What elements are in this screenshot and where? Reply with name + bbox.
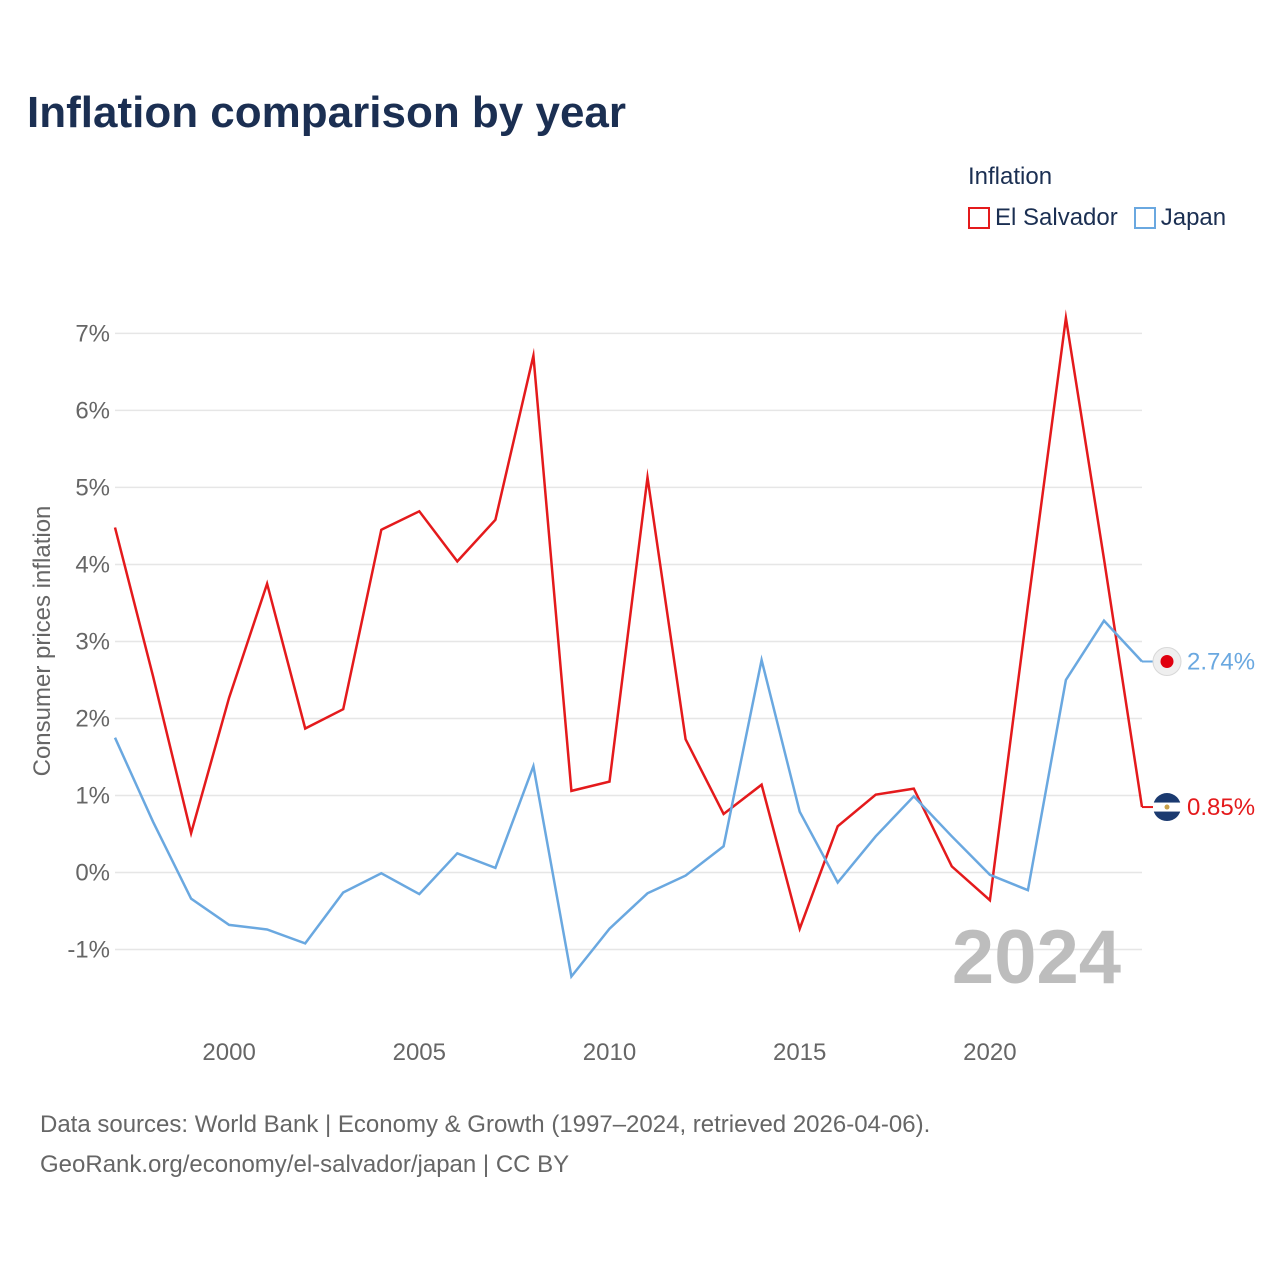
legend-item-japan[interactable]: Japan [1133, 204, 1227, 232]
chart-title: Inflation comparison by year [27, 88, 627, 137]
x-axis-ticks: 2000 2005 2010 2015 2020 [202, 1039, 1016, 1066]
x-tick-label: 2010 [583, 1039, 636, 1066]
source-line-1: Data sources: World Bank | Economy & Gro… [40, 1111, 931, 1138]
end-value-label-el-salvador: 0.85% [1187, 794, 1255, 821]
flag-icon-el-salvador [1153, 793, 1181, 822]
x-tick-label: 2005 [393, 1039, 446, 1066]
legend-label-el-salvador: El Salvador [995, 204, 1118, 231]
end-markers: 0.85% 2.74% [1142, 646, 1255, 822]
y-tick-label: 7% [75, 320, 110, 347]
y-tick-label: 4% [75, 551, 110, 578]
year-watermark: 2024 [952, 915, 1121, 1000]
y-tick-label: 6% [75, 397, 110, 424]
flag-icon-japan [1152, 646, 1182, 676]
source-note: Data sources: World Bank | Economy & Gro… [40, 1105, 930, 1185]
x-tick-label: 2015 [773, 1039, 826, 1066]
legend-label-japan: Japan [1160, 204, 1227, 231]
source-line-2: GeoRank.org/economy/el-salvador/japan | … [40, 1151, 570, 1178]
legend-swatch-japan [1133, 207, 1156, 229]
y-axis-label: Consumer prices inflation [29, 506, 56, 777]
y-tick-label: 3% [75, 628, 110, 655]
legend-swatch-el-salvador [968, 207, 990, 229]
series-line-japan [113, 618, 1143, 980]
x-tick-label: 2000 [202, 1039, 255, 1066]
y-tick-label: 5% [75, 474, 110, 501]
y-tick-label: 2% [75, 705, 110, 732]
y-axis-ticks: -1% 0% 1% 2% 3% 4% 5% 6% 7% [67, 320, 110, 963]
legend: El Salvador Japan [968, 204, 1226, 232]
x-tick-label: 2020 [963, 1039, 1016, 1066]
series-lines [113, 309, 1144, 980]
legend-item-el-salvador[interactable]: El Salvador [968, 204, 1118, 232]
legend-title: Inflation [968, 163, 1053, 190]
y-tick-label: -1% [67, 937, 110, 964]
y-tick-label: 1% [75, 783, 110, 810]
gridlines [115, 332, 1142, 951]
series-line-el-salvador [113, 309, 1144, 933]
end-value-label-japan: 2.74% [1187, 648, 1255, 675]
y-tick-label: 0% [75, 860, 110, 887]
